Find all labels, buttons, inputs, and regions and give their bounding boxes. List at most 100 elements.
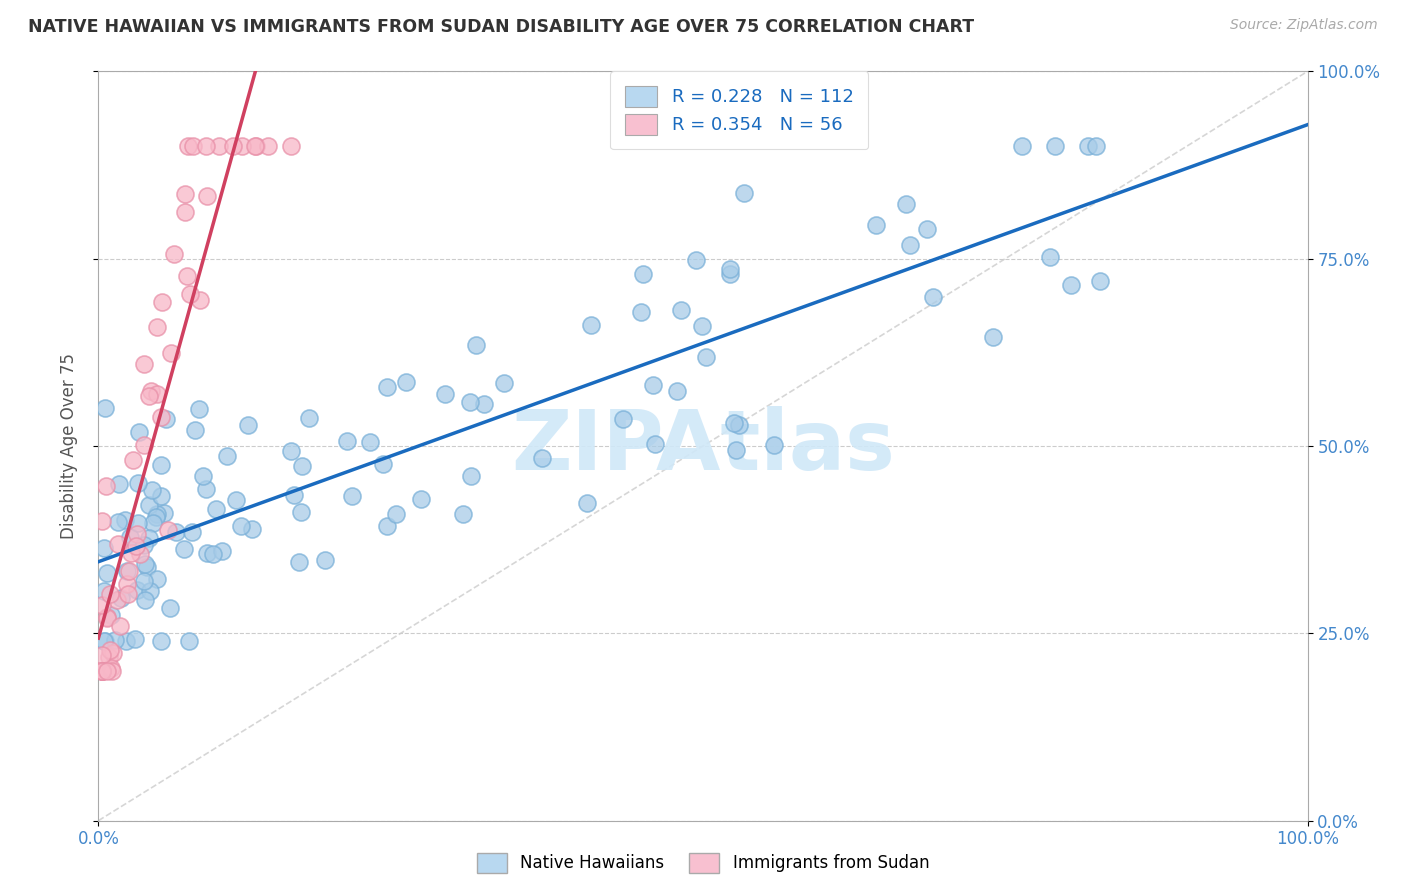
- Point: [718, 261, 741, 276]
- Point: [98, 643, 121, 657]
- Point: [104, 633, 127, 648]
- Point: [183, 423, 205, 437]
- Point: [141, 483, 163, 497]
- Legend: Native Hawaiians, Immigrants from Sudan: Native Hawaiians, Immigrants from Sudan: [470, 847, 936, 880]
- Point: [96, 566, 118, 580]
- Point: [395, 375, 418, 389]
- Point: [121, 452, 143, 467]
- Point: [1090, 273, 1112, 287]
- Point: [139, 384, 162, 399]
- Point: [898, 238, 921, 252]
- Point: [105, 593, 128, 607]
- Point: [115, 577, 138, 591]
- Point: [243, 139, 266, 153]
- Point: [150, 633, 173, 648]
- Point: [434, 386, 457, 401]
- Point: [981, 330, 1004, 344]
- Point: [669, 303, 692, 318]
- Point: [150, 409, 173, 424]
- Point: [215, 449, 238, 463]
- Point: [98, 650, 121, 665]
- Legend: R = 0.228   N = 112, R = 0.354   N = 56: R = 0.228 N = 112, R = 0.354 N = 56: [610, 71, 868, 149]
- Point: [460, 469, 482, 483]
- Point: [93, 584, 115, 599]
- Point: [472, 397, 495, 411]
- Point: [91, 514, 114, 528]
- Point: [100, 661, 122, 675]
- Point: [101, 646, 124, 660]
- Point: [124, 632, 146, 646]
- Point: [492, 376, 515, 391]
- Point: [612, 412, 634, 426]
- Point: [451, 507, 474, 521]
- Point: [127, 475, 149, 490]
- Point: [108, 619, 131, 633]
- Point: [176, 269, 198, 284]
- Point: [146, 387, 169, 401]
- Point: [896, 196, 918, 211]
- Point: [91, 664, 114, 678]
- Point: [222, 139, 245, 153]
- Point: [1043, 139, 1066, 153]
- Point: [91, 664, 114, 678]
- Point: [139, 584, 162, 599]
- Point: [132, 438, 155, 452]
- Point: [194, 482, 217, 496]
- Point: [458, 394, 481, 409]
- Point: [190, 293, 212, 307]
- Point: [385, 507, 408, 521]
- Point: [631, 268, 654, 282]
- Point: [1039, 250, 1062, 264]
- Point: [298, 411, 321, 425]
- Point: [146, 572, 169, 586]
- Point: [181, 525, 204, 540]
- Point: [465, 337, 488, 351]
- Point: [865, 219, 887, 233]
- Point: [145, 509, 167, 524]
- Point: [120, 530, 142, 544]
- Y-axis label: Disability Age Over 75: Disability Age Over 75: [59, 353, 77, 539]
- Point: [150, 294, 173, 309]
- Point: [132, 574, 155, 589]
- Point: [644, 437, 666, 451]
- Point: [280, 443, 302, 458]
- Point: [915, 221, 938, 235]
- Point: [114, 633, 136, 648]
- Point: [242, 522, 264, 536]
- Point: [181, 139, 204, 153]
- Point: [666, 384, 689, 398]
- Point: [245, 139, 267, 153]
- Point: [101, 664, 124, 678]
- Point: [630, 305, 652, 319]
- Point: [132, 357, 155, 371]
- Point: [174, 187, 197, 202]
- Point: [530, 450, 553, 465]
- Point: [93, 541, 115, 556]
- Point: [127, 516, 149, 530]
- Point: [138, 499, 160, 513]
- Point: [163, 247, 186, 261]
- Point: [107, 476, 129, 491]
- Point: [118, 564, 141, 578]
- Point: [134, 593, 156, 607]
- Text: ZIPAtlas: ZIPAtlas: [510, 406, 896, 486]
- Point: [134, 557, 156, 571]
- Point: [96, 664, 118, 678]
- Point: [125, 582, 148, 597]
- Point: [98, 587, 121, 601]
- Text: NATIVE HAWAIIAN VS IMMIGRANTS FROM SUDAN DISABILITY AGE OVER 75 CORRELATION CHAR: NATIVE HAWAIIAN VS IMMIGRANTS FROM SUDAN…: [28, 18, 974, 36]
- Point: [94, 479, 117, 493]
- Point: [94, 633, 117, 648]
- Point: [1011, 139, 1033, 153]
- Point: [685, 252, 707, 267]
- Point: [100, 608, 122, 623]
- Point: [110, 591, 132, 606]
- Point: [290, 505, 312, 519]
- Point: [188, 401, 211, 416]
- Point: [1085, 139, 1108, 153]
- Point: [155, 412, 177, 426]
- Point: [195, 546, 218, 560]
- Point: [159, 345, 181, 359]
- Point: [695, 350, 717, 364]
- Point: [725, 442, 748, 457]
